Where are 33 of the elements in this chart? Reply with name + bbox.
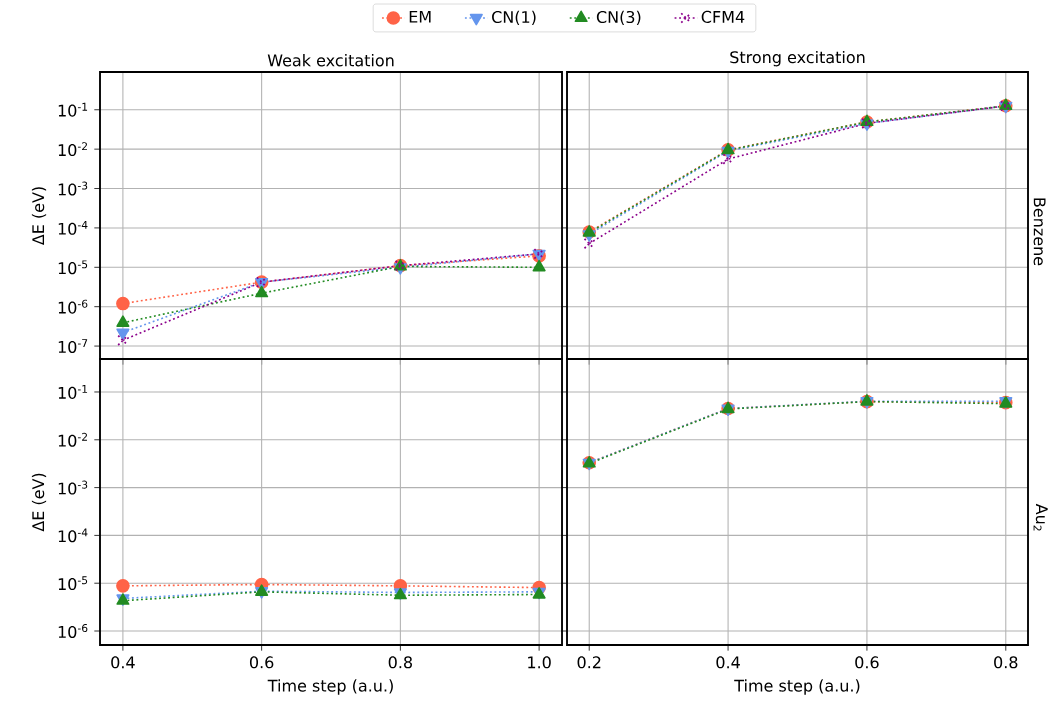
y2-axis-title: Au$_{2}$ bbox=[1033, 503, 1048, 531]
x-tick-label: 0.8 bbox=[994, 656, 1018, 669]
y-tick-label: 10$^{-3}$ bbox=[58, 181, 88, 196]
x-axis-title: Time step (a.u.) bbox=[734, 679, 860, 695]
x-tick-label: 0.6 bbox=[249, 656, 274, 669]
y-axis-title: ΔE (eV) bbox=[31, 473, 47, 532]
y-tick-label: 10$^{-6}$ bbox=[58, 299, 88, 314]
y-tick-label: 10$^{-4}$ bbox=[58, 528, 88, 543]
y2-axis-title: Benzene bbox=[1033, 198, 1046, 266]
y-tick-label: 10$^{-5}$ bbox=[58, 576, 88, 591]
chart-title: Strong excitation bbox=[730, 50, 865, 67]
y-axis-title: ΔE (eV) bbox=[31, 187, 47, 246]
x-tick-label: 0.4 bbox=[716, 656, 740, 669]
legend-label: CFM4 bbox=[701, 10, 745, 23]
x-axis-title: Time step (a.u.) bbox=[267, 679, 393, 695]
y-tick-label: 10$^{-7}$ bbox=[58, 339, 88, 353]
x-tick-label: 0.4 bbox=[111, 656, 135, 669]
x-tick-label: 0.8 bbox=[388, 656, 412, 669]
x-tick-label: 1.0 bbox=[528, 656, 551, 669]
x-tick-label: 0.2 bbox=[577, 656, 601, 669]
y-tick-label: 10$^{-3}$ bbox=[58, 480, 88, 495]
legend-label: EM bbox=[409, 10, 431, 23]
legend-label: CN(3) bbox=[596, 10, 641, 25]
y-tick-label: 10$^{-1}$ bbox=[58, 102, 88, 117]
y-tick-label: 10$^{-2}$ bbox=[58, 142, 87, 157]
chart-title: Weak excitation bbox=[267, 54, 394, 67]
y-tick-label: 10$^{-4}$ bbox=[58, 221, 88, 235]
y-tick-label: 10$^{-6}$ bbox=[58, 624, 88, 638]
y-tick-label: 10$^{-2}$ bbox=[58, 432, 87, 447]
y-tick-label: 10$^{-1}$ bbox=[58, 385, 88, 399]
legend-label: CN(1) bbox=[492, 10, 536, 25]
y-tick-label: 10$^{-5}$ bbox=[58, 260, 88, 275]
x-tick-label: 0.6 bbox=[855, 656, 879, 669]
